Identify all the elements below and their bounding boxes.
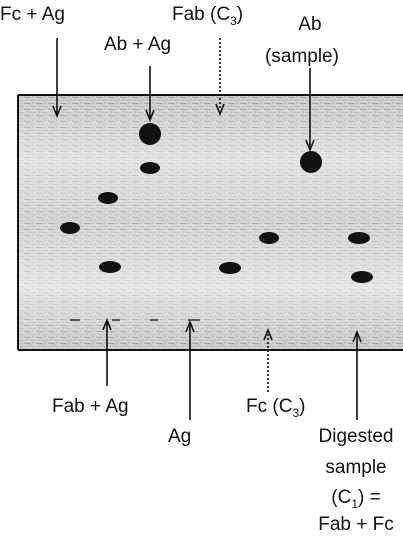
label-text: Fc + Ag <box>0 4 65 25</box>
label-text: Ag <box>168 426 191 447</box>
label: Ab <box>298 14 321 35</box>
label: (C1) = <box>331 487 380 511</box>
gel <box>18 95 403 350</box>
label-text: (C <box>331 487 351 508</box>
label-text: Digested <box>319 426 394 447</box>
label-text: ) <box>237 4 243 25</box>
label-text: ) = <box>358 487 381 508</box>
label: (sample) <box>265 46 339 67</box>
label: Digested <box>319 426 394 447</box>
label-text: Fab + Fc <box>318 514 394 533</box>
label: sample <box>325 457 386 478</box>
label: Fc + Ag <box>0 4 65 25</box>
label-text: Ab <box>298 14 321 35</box>
label: Ab + Ag <box>104 34 171 55</box>
label-text: ) <box>299 396 305 417</box>
label: Fab (C3) <box>172 4 243 28</box>
label: Ag <box>168 426 191 447</box>
diagram: Fc + Ag Ab + Ag Fab (C3) Ab (sample) Fab… <box>0 0 403 533</box>
label-text: Fab + Ag <box>52 396 129 417</box>
label-text: Fab (C <box>172 4 230 25</box>
label: Fc (C3) <box>246 396 305 420</box>
label-text: sample <box>325 457 386 478</box>
label: Fab + Ag <box>52 396 129 417</box>
label-text: Ab + Ag <box>104 34 171 55</box>
label-text: (sample) <box>265 46 339 67</box>
label-text: Fc (C <box>246 396 292 417</box>
label: Fab + Fc <box>318 514 394 533</box>
